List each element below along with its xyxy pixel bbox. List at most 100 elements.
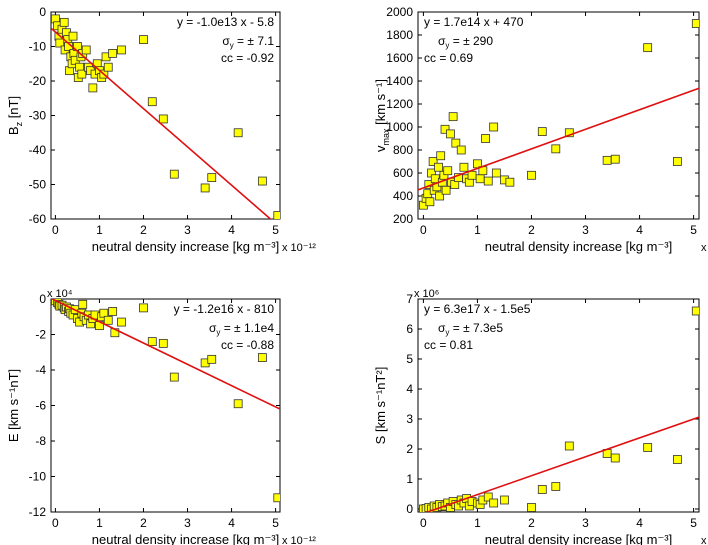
x-tick-label: 1 <box>96 223 103 237</box>
x-tick-label: 5 <box>690 516 697 530</box>
y-tick-label: 0 <box>39 292 46 306</box>
fit-equation: y = 1.7e14 x + 470 <box>424 15 524 29</box>
data-point <box>200 183 210 193</box>
x-tick-label: 0 <box>52 223 59 237</box>
y-tick-label: -6 <box>35 399 46 413</box>
fit-sigma: σy = ± 7.1 <box>222 34 274 50</box>
data-point <box>273 211 280 219</box>
y-tick-label: 2000 <box>386 5 413 19</box>
x-tick-label: 3 <box>582 223 589 237</box>
data-point <box>537 127 547 136</box>
y-tick-label: 1800 <box>386 28 413 42</box>
fit-line <box>418 87 699 191</box>
data-point <box>443 166 453 176</box>
data-points <box>419 306 699 512</box>
x-tick-label: 2 <box>140 223 147 237</box>
y-tick-label: 400 <box>393 189 413 203</box>
data-point <box>434 162 443 172</box>
x-tick-label: 4 <box>228 516 235 530</box>
data-point <box>233 128 243 138</box>
y-tick-label: -2 <box>35 328 46 342</box>
y-axis-label: S [km s⁻¹nT²] <box>373 367 388 445</box>
data-point <box>551 482 561 491</box>
x-tick-label: 5 <box>690 223 697 237</box>
fit-equation: y = -1.0e13 x - 5.8 <box>177 15 274 29</box>
panel-vmax: 0 1 2 3 4 5 200 400 600 800 1000 1200 1400 1600 1800 20… <box>373 5 708 254</box>
data-point <box>505 177 515 187</box>
data-point <box>99 308 109 318</box>
y-tick-label: 600 <box>393 166 413 180</box>
y-tick-label: 1400 <box>386 74 413 88</box>
data-point <box>527 503 536 512</box>
fit-sigma: σy = ± 290 <box>438 34 493 50</box>
x-multiplier: x 10⁻¹² <box>282 242 316 254</box>
data-point <box>257 353 267 362</box>
y-tick-label: -4 <box>35 363 46 377</box>
x-tick-label: 3 <box>184 516 191 530</box>
y-tick-label: -20 <box>29 74 47 88</box>
y-tick-label: -8 <box>35 434 46 448</box>
data-point <box>435 191 445 201</box>
fit-cc: cc = 0.69 <box>424 51 473 65</box>
data-point <box>456 145 466 155</box>
data-point <box>68 31 78 41</box>
data-point <box>81 45 91 55</box>
x-axis-label: neutral density increase [kg m⁻³] <box>92 239 280 254</box>
panel-E: 0 1 2 3 4 5 0 -2 -4 -6 -8 -10 -12 neutral density inc… <box>6 288 316 545</box>
axes-frame <box>417 11 700 220</box>
x-axis-label: neutral density increase [kg m⁻³] <box>485 239 673 254</box>
data-point <box>440 124 450 134</box>
y-multiplier: x 10⁴ <box>47 288 73 300</box>
y-tick-label: -60 <box>29 212 47 226</box>
y-tick-label: -40 <box>29 143 47 157</box>
data-point <box>467 170 477 180</box>
data-point <box>108 307 118 316</box>
data-point <box>147 97 157 107</box>
y-tick-label: -30 <box>29 109 47 123</box>
data-point <box>103 62 113 72</box>
x-tick-label: 2 <box>140 516 147 530</box>
data-point <box>491 168 501 178</box>
data-point <box>59 17 69 27</box>
data-point <box>169 372 179 382</box>
data-point <box>147 337 157 347</box>
data-point <box>103 315 113 325</box>
data-point <box>117 317 126 327</box>
axes-frame <box>417 298 700 513</box>
data-point <box>451 138 461 148</box>
y-tick-label: 0 <box>406 502 413 516</box>
y-tick-label: 3 <box>406 412 413 426</box>
fit-line <box>51 299 280 410</box>
x-axis-label: neutral density increase [kg m⁻³] <box>92 532 280 545</box>
x-multiplier: x 10⁻¹² <box>701 242 708 254</box>
data-point <box>691 306 699 316</box>
data-point <box>169 169 179 179</box>
x-tick-label: 0 <box>420 516 427 530</box>
y-tick-label: 1 <box>406 472 413 486</box>
data-point <box>158 114 168 124</box>
fit-cc: cc = 0.81 <box>424 338 473 352</box>
data-point <box>158 338 168 348</box>
data-point <box>428 157 438 166</box>
data-point <box>564 128 574 138</box>
x-tick-label: 1 <box>474 516 481 530</box>
y-tick-label: 4 <box>406 382 413 396</box>
data-point <box>483 176 493 186</box>
x-tick-label: 0 <box>52 516 59 530</box>
fit-equation: y = -1.2e16 x - 810 <box>174 302 275 316</box>
y-axis-label: E [km s⁻¹nT] <box>6 369 21 442</box>
data-point <box>117 45 126 55</box>
data-point <box>139 303 148 313</box>
y-tick-label: 1000 <box>386 120 413 134</box>
data-point <box>602 155 612 165</box>
x-tick-label: 3 <box>184 223 191 237</box>
fit-cc: cc = -0.92 <box>221 51 274 65</box>
data-point <box>459 162 469 172</box>
y-tick-label: 800 <box>393 143 413 157</box>
data-point <box>425 197 435 207</box>
data-point <box>257 176 267 186</box>
y-tick-label: 0 <box>39 5 46 19</box>
data-point <box>448 112 458 122</box>
x-tick-label: 4 <box>636 516 643 530</box>
